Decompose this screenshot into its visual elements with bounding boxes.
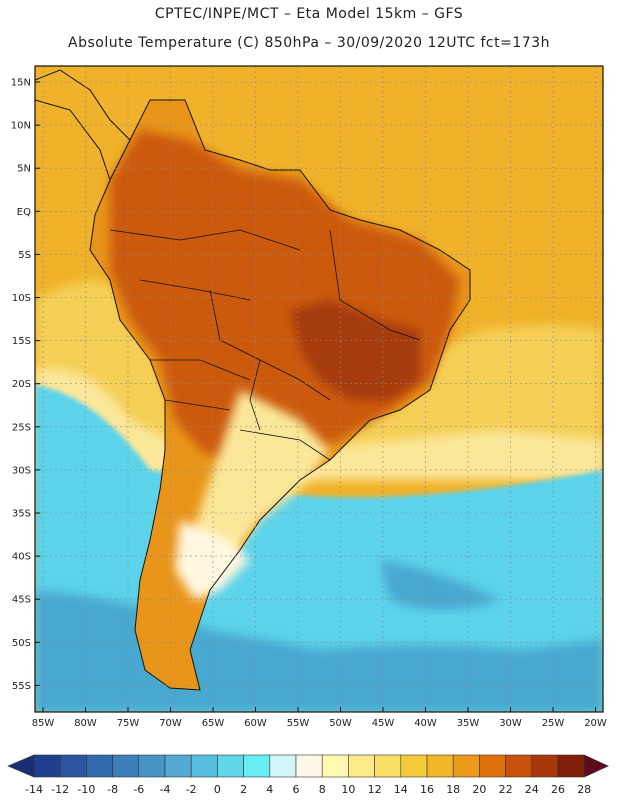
colorbar-swatch [190, 754, 218, 778]
lat-label: 10N [11, 121, 31, 132]
colorbar-swatch [217, 754, 244, 778]
lat-label: 40S [12, 552, 31, 563]
title-line-1: CPTEC/INPE/MCT – Eta Model 15km – GFS [154, 6, 464, 22]
cold-ocean-patch [380, 560, 500, 610]
colorbar-swatch [138, 754, 166, 778]
colorbar-swatch [269, 754, 297, 778]
colorbar-swatch [348, 754, 375, 778]
colorbar-label: 14 [394, 783, 408, 796]
colorbar-swatch [479, 754, 506, 778]
colorbar-label: 18 [446, 783, 460, 796]
colorbar-swatch [59, 754, 87, 778]
lon-label: 35W [457, 718, 480, 729]
lon-label: 85W [32, 718, 55, 729]
lat-label: 30S [12, 465, 31, 476]
lon-label: 75W [117, 718, 140, 729]
temperature-field [35, 66, 603, 712]
colorbar-swatch [505, 754, 533, 778]
lat-label: 35S [12, 509, 31, 520]
colorbar-swatch [164, 754, 192, 778]
colorbar-swatch [400, 754, 428, 778]
colorbar-swatch [295, 754, 323, 778]
title-line-2: Absolute Temperature (C) 850hPa – 30/09/… [68, 35, 550, 51]
colorbar-swatch [112, 754, 140, 778]
colorbar-label: -2 [186, 783, 197, 796]
colorbar: -14 -12 -10 -8 -6 -4 -2 0 2 4 6 8 10 12 14 16 18 20 22 24 26… [7, 754, 609, 796]
colorbar-swatch [426, 754, 454, 778]
lon-label: 45W [372, 718, 395, 729]
lat-label: 45S [12, 595, 31, 606]
colorbar-label: 20 [472, 783, 486, 796]
lon-label: 40W [414, 718, 437, 729]
coastline [89, 99, 471, 691]
land-pale-zone [190, 390, 330, 580]
lon-label: 65W [202, 718, 225, 729]
lon-label: 50W [329, 718, 352, 729]
colorbar-label: -8 [107, 783, 118, 796]
colorbar-label: 26 [551, 783, 565, 796]
lat-label: 15S [12, 336, 31, 347]
land-cool-zone [175, 520, 250, 600]
colorbar-label: 2 [240, 783, 247, 796]
colorbar-label: -6 [133, 783, 144, 796]
colorbar-label: -14 [25, 783, 43, 796]
lat-label: 5S [18, 250, 31, 261]
colorbar-label: 28 [577, 783, 591, 796]
lon-label: 80W [74, 718, 97, 729]
colorbar-swatch [452, 754, 480, 778]
colorbar-label: -10 [77, 783, 95, 796]
colorbar-label: 0 [214, 783, 221, 796]
latitude-labels: 15N 10N 5N EQ 5S 10S 15S 20S 25S 30S 35S 40S 45S 50S 5… [11, 78, 40, 692]
lon-label: 20W [584, 718, 607, 729]
colorbar-swatch [243, 754, 271, 778]
colorbar-label: 4 [266, 783, 273, 796]
lon-label: 60W [244, 718, 267, 729]
central-america-coast [35, 69, 131, 181]
colorbar-label: 8 [319, 783, 326, 796]
colorbar-right-arrow [583, 754, 609, 778]
colorbar-label: 12 [368, 783, 382, 796]
lon-label: 25W [542, 718, 565, 729]
lon-label: 30W [499, 718, 522, 729]
colorbar-swatch [33, 754, 61, 778]
land-hottest-zone [290, 300, 420, 400]
colorbar-left-arrow [7, 754, 35, 778]
lat-label: 25S [12, 422, 31, 433]
lat-label: 5N [17, 164, 31, 175]
colorbar-label: -12 [51, 783, 69, 796]
colorbar-label: 24 [525, 783, 539, 796]
map-frame [34, 65, 604, 713]
lat-label: 50S [12, 638, 31, 649]
lat-label: EQ [17, 207, 31, 218]
colorbar-label: -4 [160, 783, 171, 796]
colorbar-label: 16 [420, 783, 434, 796]
lat-label: 20S [12, 379, 31, 390]
colorbar-swatch [86, 754, 113, 778]
colorbar-swatch [557, 754, 585, 778]
lat-label: 10S [12, 293, 31, 304]
longitude-labels: 85W 80W 75W 70W 65W 60W 55W 50W 45W 40W 35W 30W 25W 2… [32, 707, 607, 729]
colorbar-swatch [531, 754, 559, 778]
lat-label: 15N [11, 78, 31, 89]
colorbar-swatch [321, 754, 349, 778]
colorbar-label: 6 [293, 783, 300, 796]
colorbar-label: 22 [499, 783, 513, 796]
lon-label: 55W [287, 718, 310, 729]
country-borders [109, 229, 421, 461]
colorbar-swatch [374, 754, 402, 778]
lat-label: 55S [12, 681, 31, 692]
lon-label: 70W [159, 718, 182, 729]
colorbar-label: 10 [341, 783, 355, 796]
